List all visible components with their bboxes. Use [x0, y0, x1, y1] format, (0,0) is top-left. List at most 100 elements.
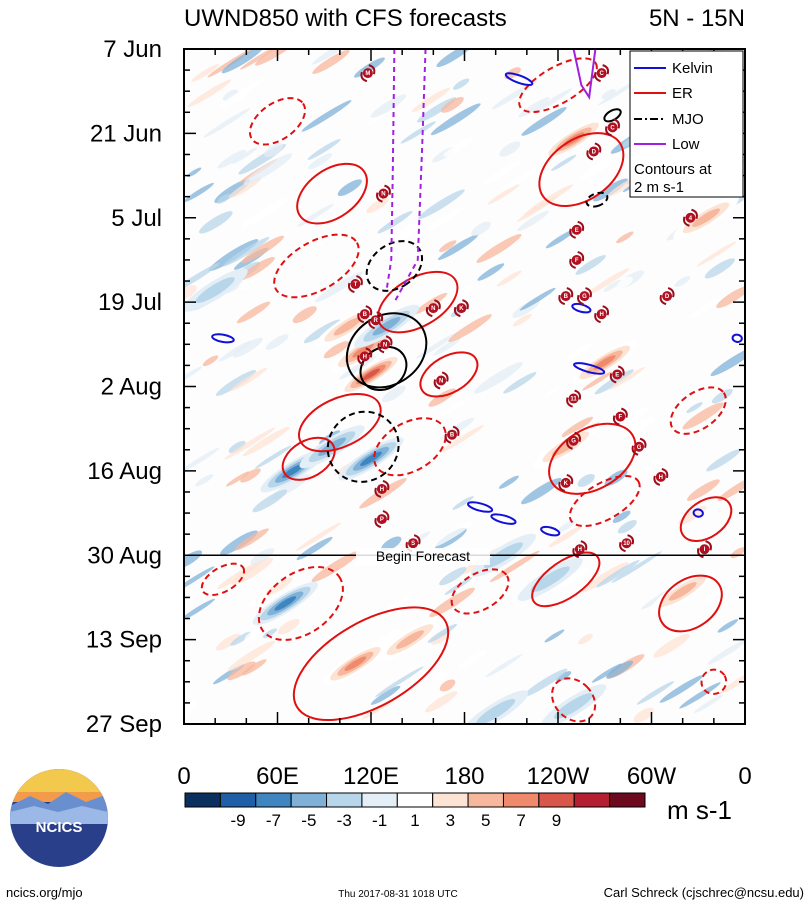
- texture-streak: [241, 659, 267, 676]
- texture-streak: [512, 313, 532, 327]
- texture-streak: [713, 579, 739, 597]
- texture-streak: [377, 210, 413, 234]
- cyclone-marker: C: [605, 118, 620, 137]
- texture-streak: [395, 223, 419, 240]
- colorbar-swatch: [467, 792, 504, 808]
- cyclone-label: B: [564, 294, 569, 300]
- cyclone-marker: H: [572, 540, 588, 559]
- texture-streak: [217, 149, 247, 169]
- texture-streak: [612, 510, 631, 523]
- texture-streak: [555, 51, 594, 76]
- cyclone-arm: [619, 541, 626, 553]
- texture-streak: [375, 666, 424, 697]
- texture-streak: [557, 520, 576, 533]
- cyclone-marker: 4: [683, 208, 698, 227]
- texture-streak: [433, 337, 461, 356]
- cyclone-dot: [380, 339, 391, 350]
- cyclone-marker: H: [357, 347, 373, 366]
- texture-streak: [496, 270, 522, 287]
- cyclone-arm: [621, 407, 628, 418]
- texture-streak: [556, 671, 572, 682]
- texture-streak: [706, 449, 741, 472]
- texture-streak: [424, 691, 458, 713]
- cyclone-label: C: [599, 71, 604, 77]
- cyclone-arm: [444, 433, 452, 444]
- texture-streak: [244, 628, 263, 643]
- cyclone-marker: H: [594, 305, 610, 324]
- texture-streak: [521, 477, 562, 505]
- cyclone-arm: [558, 481, 566, 492]
- cyclone-dot: [607, 122, 618, 133]
- texture-streak: [501, 167, 540, 192]
- texture-streak: [314, 271, 363, 303]
- texture-streak: [719, 667, 745, 695]
- texture-streak: [517, 210, 550, 232]
- texture-streak: [560, 567, 589, 587]
- cyclone-marker: 11: [566, 389, 582, 408]
- cyclone-label: B: [450, 433, 455, 439]
- colorbar-tick-label: -7: [266, 811, 281, 830]
- texture-streak: [296, 536, 333, 560]
- cyclone-dot: [428, 303, 439, 314]
- cyclone-label: N: [431, 306, 435, 312]
- cyclone-arm: [612, 415, 620, 426]
- er-contour-dashed: [257, 566, 344, 641]
- cyclone-arm: [577, 294, 584, 306]
- cyclone-arm: [631, 445, 639, 456]
- texture-streak: [596, 559, 640, 588]
- texture-streak: [561, 416, 594, 438]
- cyclone-label: B: [363, 312, 368, 318]
- latitude-band-label: 5N - 15N: [649, 5, 745, 32]
- x-axis: 0 60E 120E 180 120W 60W 0: [177, 49, 752, 790]
- er-contour-dashed: [200, 562, 246, 597]
- kelvin-contour-solid: [467, 501, 494, 513]
- kelvin-contour-solid: [540, 525, 561, 537]
- cyclone-arm: [691, 208, 698, 220]
- texture-streak: [427, 397, 469, 424]
- footer-credit: Carl Schreck (cjschrec@ncsu.edu): [604, 885, 804, 900]
- cyclone-arm: [385, 335, 393, 346]
- texture-streak: [653, 633, 690, 658]
- x-tick-label: 0: [738, 763, 751, 790]
- texture-streak: [366, 197, 389, 214]
- cyclone-arm: [425, 306, 433, 318]
- kelvin-contour-solid: [573, 362, 606, 375]
- anomaly-patch: [530, 566, 570, 593]
- cyclone-dot: [560, 477, 571, 488]
- colorbar-swatch: [361, 792, 398, 808]
- cyclone-arm: [574, 431, 582, 443]
- cyclone-label: R: [374, 318, 379, 324]
- cyclone-marker: M: [360, 64, 376, 83]
- cyclone-arm: [667, 287, 675, 298]
- legend-box: [629, 50, 744, 198]
- colorbar-tick-label: 9: [552, 811, 561, 830]
- kelvin-contour-solid: [731, 333, 743, 343]
- y-tick-label: 30 Aug: [87, 542, 162, 569]
- texture-streak: [202, 355, 219, 367]
- texture-streak: [591, 663, 622, 683]
- texture-streak: [238, 277, 256, 290]
- texture-streak: [370, 94, 407, 118]
- texture-streak: [241, 198, 288, 228]
- texture-streak: [634, 459, 661, 477]
- texture-streak: [228, 440, 246, 454]
- texture-streak: [428, 388, 456, 407]
- texture-streak: [222, 89, 239, 101]
- chart-title: UWND850 with CFS forecasts: [184, 5, 507, 32]
- texture-streak: [427, 623, 457, 643]
- cyclone-label: F: [618, 415, 622, 421]
- cyclone-marker: B: [357, 305, 373, 324]
- cyclone-marker: E: [569, 220, 585, 239]
- er-contour-dashed: [373, 417, 447, 477]
- colorbar-units: m s-1: [667, 795, 732, 825]
- cyclone-arm: [453, 306, 461, 318]
- texture-streak: [636, 681, 675, 705]
- cyclone-marker: N: [376, 184, 391, 203]
- texture-streak: [717, 476, 745, 502]
- cyclone-arm: [365, 347, 373, 358]
- texture-streak: [234, 528, 269, 551]
- legend-label-kelvin: Kelvin: [672, 60, 713, 77]
- anomaly-patch: [395, 630, 424, 649]
- cyclone-arm: [452, 425, 460, 436]
- texture-streak: [679, 682, 721, 709]
